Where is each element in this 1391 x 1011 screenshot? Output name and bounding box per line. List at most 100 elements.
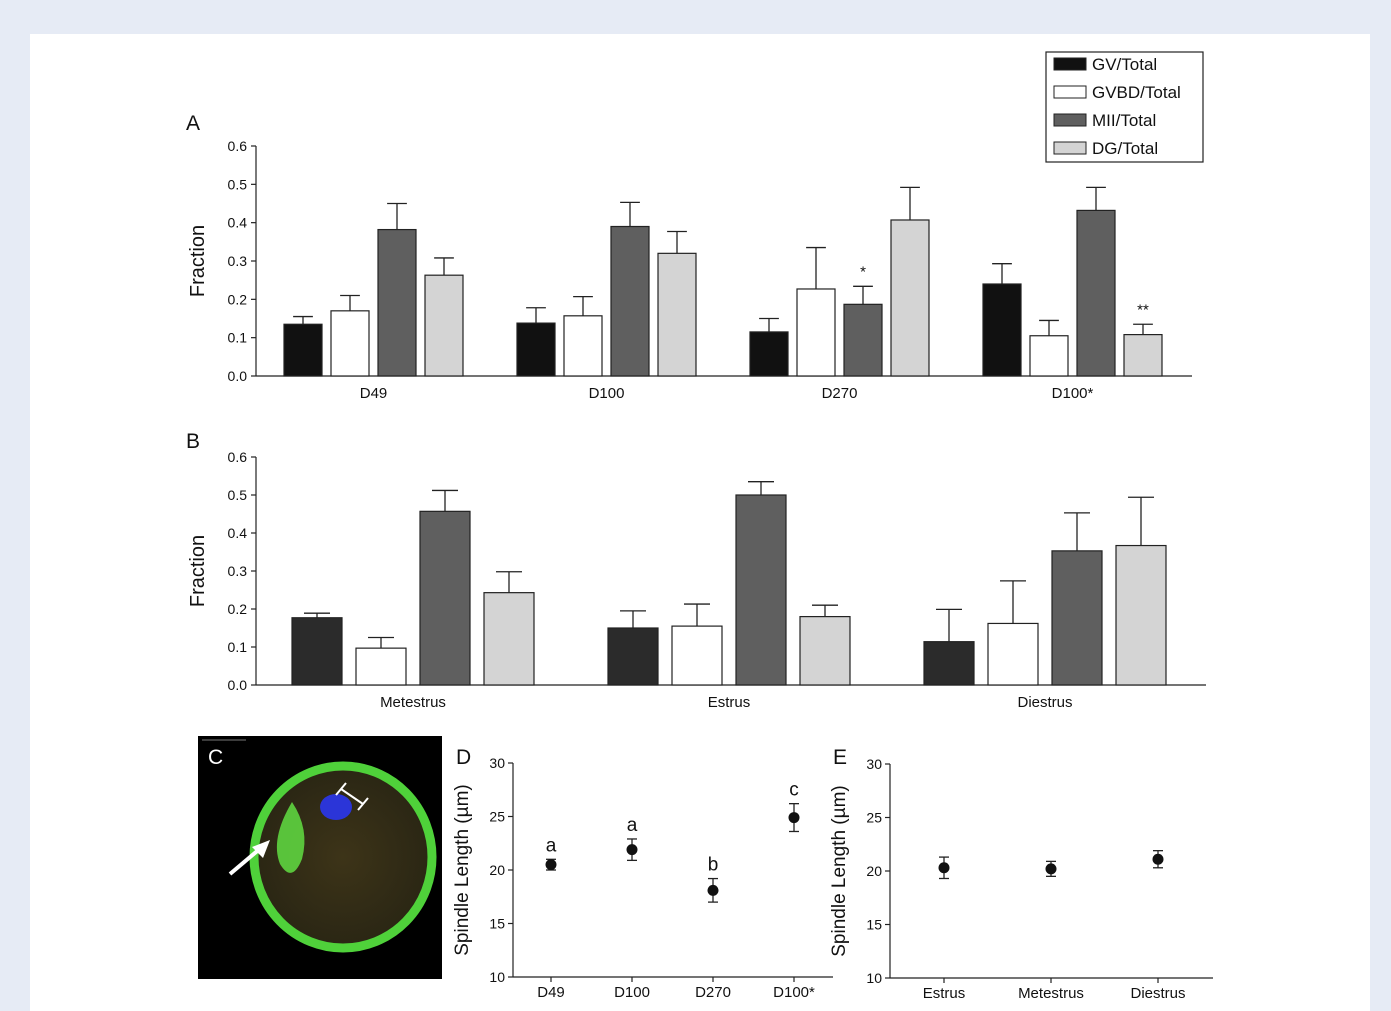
y-tick-label: 10 [489, 969, 505, 985]
measure-cap [357, 797, 369, 811]
chart-panel-b: B 0.0 0.1 0.2 0.3 0.4 0.5 0.6 Fraction Metestrus E… [186, 430, 1206, 711]
panel-letter: A [186, 112, 200, 135]
y-tick-label: 0.1 [228, 639, 248, 655]
x-tick-label: D100 [589, 385, 625, 402]
group-label: a [546, 835, 557, 856]
group-label: c [789, 780, 799, 801]
y-tick-label: 0.2 [228, 601, 248, 617]
arrow-head [252, 840, 270, 858]
x-tick-label: Metestrus [380, 694, 446, 711]
bar [987, 622, 1039, 686]
x-tick-label: D49 [537, 984, 565, 1001]
legend-swatch [1053, 113, 1087, 127]
legend-label: MII/Total [1092, 111, 1156, 130]
y-tick-label: 25 [866, 810, 882, 826]
bar [419, 510, 471, 686]
legend-swatch [1053, 85, 1087, 99]
legend-label: GV/Total [1092, 55, 1157, 74]
x-tick-label: Diestrus [1130, 985, 1185, 1002]
y-tick-label: 25 [489, 809, 505, 825]
bar [610, 225, 650, 377]
y-tick-label: 0.0 [228, 677, 248, 693]
chart-legend: GV/Total GVBD/Total MII/Total DG/Total [1045, 51, 1204, 163]
bar [657, 252, 697, 377]
y-tick-label: 0.4 [228, 525, 248, 541]
measure-line [340, 788, 364, 805]
polar-body [276, 802, 305, 873]
y-tick-label: 20 [866, 863, 882, 879]
y-axis-title: Spindle Length (µm) [829, 785, 850, 956]
bar [749, 331, 789, 377]
bar [982, 283, 1022, 377]
significance-marker: ** [1137, 301, 1149, 318]
bar [291, 617, 343, 686]
panel-letter: D [456, 746, 471, 769]
bar [1123, 334, 1163, 377]
bar [1076, 209, 1116, 377]
x-tick-label: Estrus [708, 694, 751, 711]
legend-label: GVBD/Total [1092, 83, 1181, 102]
bar [735, 494, 787, 686]
bar [796, 288, 836, 377]
figure-svg: A 0.0 0.1 0.2 0.3 0.4 0.5 0.6 Fraction D49 D100 D27… [186, 51, 1213, 1002]
panel-c-micrograph: C [198, 736, 442, 979]
oocyte-body [249, 761, 437, 953]
bar [355, 647, 407, 686]
group-label: a [627, 815, 638, 836]
bar [483, 592, 535, 686]
legend-swatch [1053, 57, 1087, 71]
y-tick-label: 0.3 [228, 563, 248, 579]
chart-panel-d: D 10 15 20 25 30 Spindle Length (µm) D49 a D100 a D… [452, 746, 833, 1001]
y-tick-label: 30 [866, 756, 882, 772]
y-tick-label: 20 [489, 862, 505, 878]
data-point [1152, 853, 1164, 865]
chart-panel-e: E 10 15 20 25 30 Spindle Length (µm) Estrus Mete… [829, 746, 1213, 1002]
bar [1115, 544, 1167, 686]
y-tick-label: 0.6 [228, 449, 248, 465]
y-tick-label: 15 [866, 917, 882, 933]
significance-marker: * [860, 263, 866, 280]
y-tick-label: 10 [866, 970, 882, 986]
y-axis-title: Spindle Length (µm) [452, 784, 473, 955]
x-tick-label: D100 [614, 984, 650, 1001]
bar [890, 219, 930, 377]
y-tick-label: 0.5 [228, 176, 248, 192]
x-tick-label: D100* [1052, 385, 1094, 402]
x-tick-label: D270 [822, 385, 858, 402]
figure-panel: A 0.0 0.1 0.2 0.3 0.4 0.5 0.6 Fraction D49 D100 D27… [30, 34, 1370, 1011]
y-tick-label: 0.4 [228, 215, 248, 231]
measure-cap [335, 782, 347, 796]
data-point [1045, 863, 1057, 875]
bar [799, 615, 851, 686]
bar [1051, 550, 1103, 686]
y-tick-label: 0.1 [228, 330, 248, 346]
bar [607, 627, 659, 686]
y-tick-label: 0.2 [228, 291, 248, 307]
data-point [707, 884, 719, 896]
bar [516, 322, 556, 377]
y-tick-label: 0.3 [228, 253, 248, 269]
x-tick-label: Metestrus [1018, 985, 1084, 1002]
group-label: b [708, 855, 719, 876]
y-tick-label: 0.0 [228, 368, 248, 384]
y-tick-label: 0.5 [228, 487, 248, 503]
data-point [545, 859, 557, 871]
data-point [626, 844, 638, 856]
bar [1029, 335, 1069, 377]
spindle-chromatin [320, 794, 352, 820]
bar [923, 641, 975, 686]
bar [843, 303, 883, 377]
bar [424, 274, 464, 377]
chart-panel-a: A 0.0 0.1 0.2 0.3 0.4 0.5 0.6 Fraction D49 D100 D27… [186, 112, 1192, 402]
x-tick-label: D270 [695, 984, 731, 1001]
legend-swatch [1053, 141, 1087, 155]
y-axis-title: Fraction [187, 225, 209, 297]
bar [330, 310, 370, 377]
x-tick-label: Estrus [923, 985, 966, 1002]
y-tick-label: 15 [489, 916, 505, 932]
panel-letter: E [833, 746, 847, 769]
x-tick-label: Diestrus [1017, 694, 1072, 711]
panel-letter: C [208, 746, 223, 769]
y-axis-title: Fraction [187, 535, 209, 607]
x-tick-label: D49 [360, 385, 388, 402]
